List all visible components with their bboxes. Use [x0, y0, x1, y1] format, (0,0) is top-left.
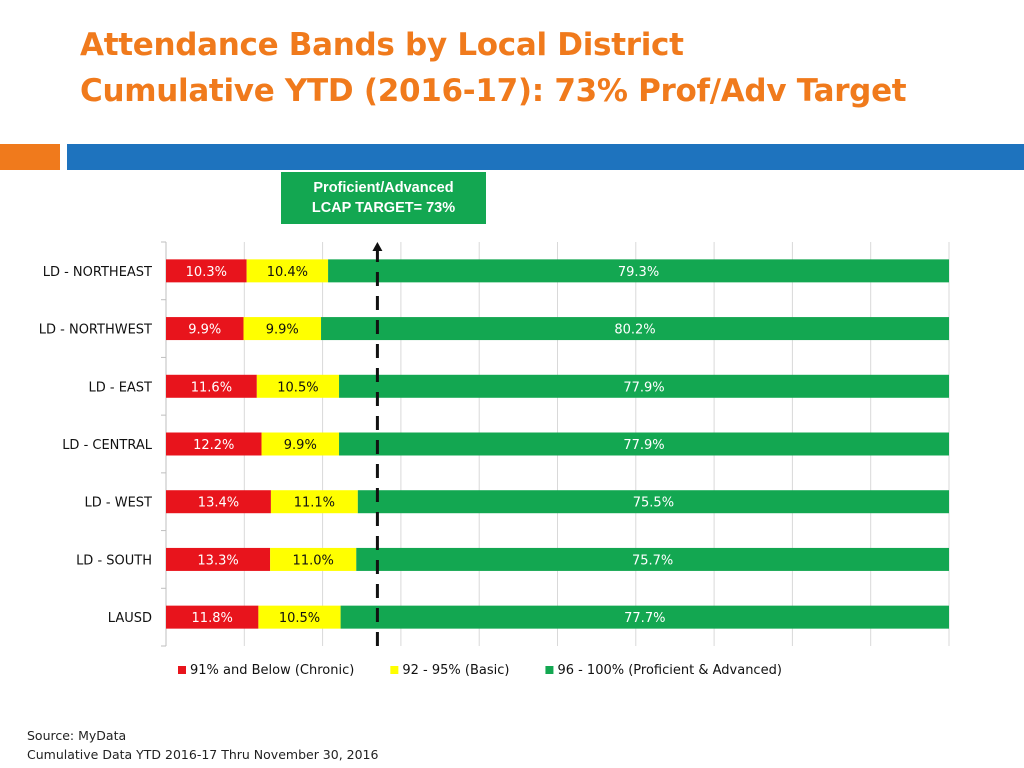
data-label: 10.5%	[279, 611, 320, 626]
bar-segment	[243, 317, 322, 341]
target-box-line-2: LCAP TARGET= 73%	[311, 200, 456, 216]
bar-segment	[270, 490, 358, 514]
legend-label: 91% and Below (Chronic)	[190, 663, 354, 678]
data-label: 13.4%	[198, 496, 239, 511]
bar-segment	[256, 374, 340, 398]
category-label: LAUSD	[108, 611, 152, 626]
bar-segment	[258, 605, 341, 629]
accent-bar-orange	[0, 144, 60, 170]
slide-title: Attendance Bands by Local District Cumul…	[80, 22, 907, 114]
category-label: LD - EAST	[88, 380, 152, 395]
bar-segment	[340, 605, 949, 629]
data-label: 79.3%	[618, 265, 659, 280]
source-line-1: Source: MyData	[27, 728, 127, 743]
data-label: 80.2%	[614, 323, 655, 338]
legend-swatch	[545, 666, 554, 674]
accent-bar-blue	[67, 144, 1024, 170]
bar-segment	[356, 547, 949, 571]
title-line-2: Cumulative YTD (2016-17): 73% Prof/Adv T…	[80, 73, 907, 109]
data-label: 11.0%	[293, 553, 334, 568]
bar-segment	[166, 605, 259, 629]
legend-swatch	[178, 666, 186, 674]
bar-segment	[166, 432, 262, 456]
source-line-2: Cumulative Data YTD 2016-17 Thru Novembe…	[27, 747, 379, 762]
target-box-line-1: Proficient/Advanced	[313, 180, 454, 196]
bar-segment	[166, 259, 247, 283]
bar-segment	[261, 432, 340, 456]
bar-segment	[166, 317, 244, 341]
category-label: LD - WEST	[85, 496, 153, 511]
data-label: 77.9%	[623, 438, 664, 453]
bar-segment	[339, 432, 950, 456]
data-label: 9.9%	[284, 438, 317, 453]
bar-segment	[166, 547, 271, 571]
data-label: 10.5%	[277, 380, 318, 395]
category-label: LD - NORTHEAST	[43, 265, 152, 280]
bar-segment	[357, 490, 950, 514]
data-label: 12.2%	[193, 438, 234, 453]
bar-segment	[270, 547, 357, 571]
target-arrow	[372, 242, 383, 251]
legend-label: 96 - 100% (Proficient & Advanced)	[557, 663, 781, 678]
bar-segment	[246, 259, 329, 283]
data-label: 9.9%	[188, 323, 221, 338]
lcap-target-box: Proficient/Advanced LCAP TARGET= 73%	[281, 172, 486, 224]
legend-swatch	[390, 666, 399, 674]
data-label: 11.6%	[191, 380, 232, 395]
data-label: 11.8%	[192, 611, 233, 626]
data-label: 13.3%	[197, 553, 238, 568]
category-label: LD - CENTRAL	[62, 438, 153, 453]
bar-segment	[166, 374, 257, 398]
legend-label: 92 - 95% (Basic)	[402, 663, 509, 678]
data-label: 10.3%	[186, 265, 227, 280]
bar-segment	[321, 317, 949, 341]
title-line-1: Attendance Bands by Local District	[80, 27, 684, 63]
category-label: LD - NORTHWEST	[39, 323, 152, 338]
data-label: 77.9%	[623, 380, 664, 395]
data-label: 11.1%	[294, 496, 335, 511]
bar-segment	[339, 374, 950, 398]
data-label: 75.7%	[632, 553, 673, 568]
data-label: 9.9%	[266, 323, 299, 338]
data-label: 75.5%	[633, 496, 674, 511]
source-note: Source: MyData Cumulative Data YTD 2016-…	[27, 726, 378, 764]
stacked-bar-chart: LD - NORTHEAST 10.3% 10.4% 79.3% LD - NORTHW…	[39, 241, 950, 678]
bar-segment	[166, 490, 271, 514]
data-label: 10.4%	[267, 265, 308, 280]
category-label: LD - SOUTH	[76, 553, 152, 568]
bar-segment	[328, 259, 949, 283]
data-label: 77.7%	[624, 611, 665, 626]
